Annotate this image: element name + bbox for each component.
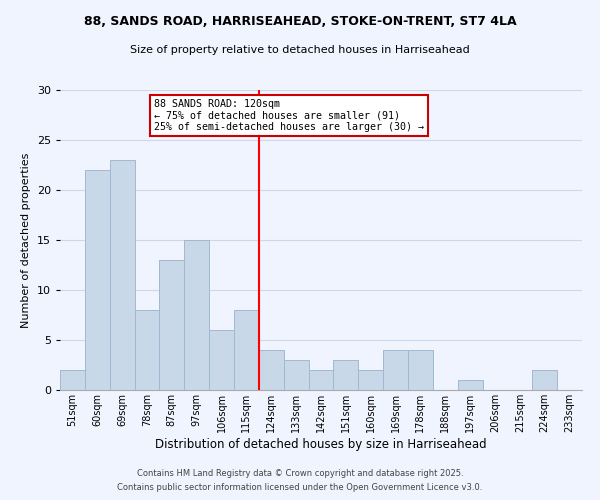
Text: Contains public sector information licensed under the Open Government Licence v3: Contains public sector information licen…	[118, 484, 482, 492]
Text: Contains HM Land Registry data © Crown copyright and database right 2025.: Contains HM Land Registry data © Crown c…	[137, 468, 463, 477]
Bar	[234, 310, 259, 390]
Bar	[85, 170, 110, 390]
Bar	[358, 370, 383, 390]
Bar	[110, 160, 134, 390]
Text: Size of property relative to detached houses in Harriseahead: Size of property relative to detached ho…	[130, 45, 470, 55]
Y-axis label: Number of detached properties: Number of detached properties	[21, 152, 31, 328]
Bar	[60, 370, 85, 390]
Text: 88 SANDS ROAD: 120sqm
← 75% of detached houses are smaller (91)
25% of semi-deta: 88 SANDS ROAD: 120sqm ← 75% of detached …	[154, 99, 424, 132]
Text: 88, SANDS ROAD, HARRISEAHEAD, STOKE-ON-TRENT, ST7 4LA: 88, SANDS ROAD, HARRISEAHEAD, STOKE-ON-T…	[83, 15, 517, 28]
Bar	[458, 380, 482, 390]
Bar	[334, 360, 358, 390]
Bar	[209, 330, 234, 390]
Bar	[284, 360, 308, 390]
Bar	[532, 370, 557, 390]
Bar	[308, 370, 334, 390]
Bar	[160, 260, 184, 390]
Bar	[259, 350, 284, 390]
Bar	[134, 310, 160, 390]
Bar	[184, 240, 209, 390]
Bar	[408, 350, 433, 390]
X-axis label: Distribution of detached houses by size in Harriseahead: Distribution of detached houses by size …	[155, 438, 487, 450]
Bar	[383, 350, 408, 390]
